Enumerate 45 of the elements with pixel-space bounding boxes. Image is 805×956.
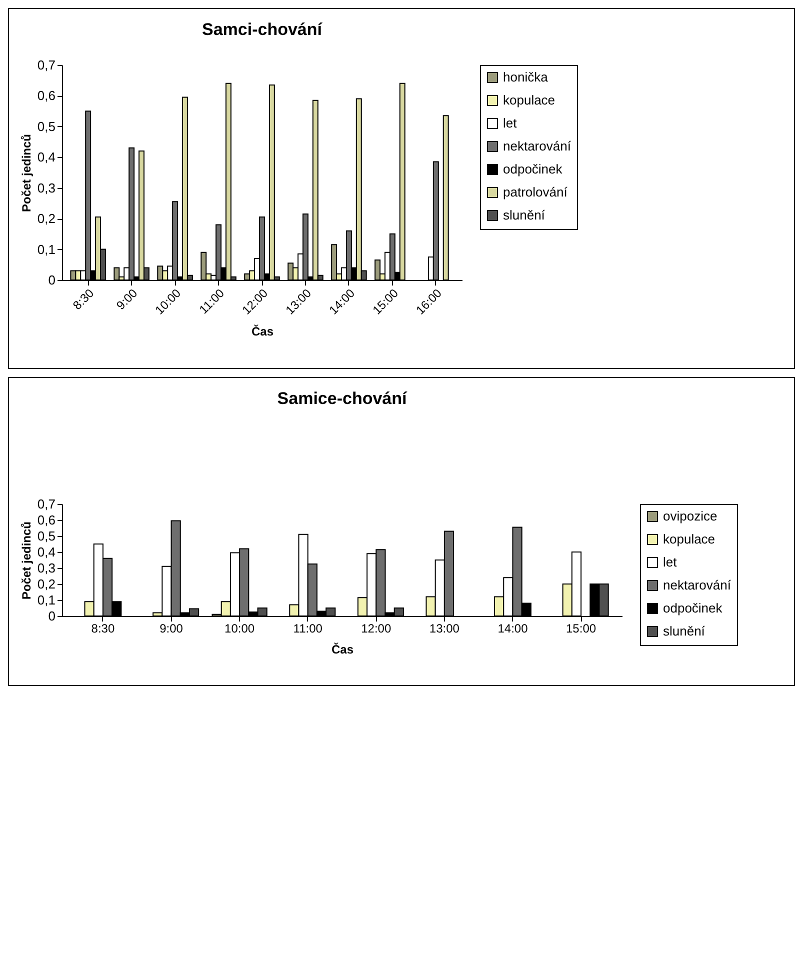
x-tick-label: 12:00 (361, 622, 392, 636)
y-tick-label: 0,1 (37, 592, 56, 608)
y-tick-label: 0,7 (37, 496, 56, 512)
legend-label: slunění (663, 624, 706, 638)
chart-title: Samci-chování (202, 20, 324, 39)
legend-label: odpočinek (663, 600, 723, 616)
x-tick-label: 9:00 (114, 286, 140, 313)
x-tick-label: 14:00 (498, 622, 528, 636)
legend-label: ovipozice (663, 508, 718, 524)
y-tick-label: 0,5 (37, 118, 56, 134)
legend-label: odpočinek (503, 162, 563, 176)
y-tick-label: 0 (48, 272, 56, 288)
legend-label: nektarování (663, 578, 732, 592)
x-tick-label: 8:30 (70, 286, 97, 313)
x-axis-title: Čas (331, 642, 354, 656)
x-tick-label: 11:00 (293, 622, 323, 636)
y-tick-label: 0,4 (37, 150, 56, 165)
y-tick-label: 0,7 (37, 58, 56, 72)
y-tick-label: 0,1 (37, 242, 56, 257)
y-axis-title: Počet jedinců (19, 521, 34, 600)
x-tick-label: 9:00 (160, 622, 184, 636)
legend-label: slunění (503, 208, 546, 222)
x-tick-label: 15:00 (566, 622, 596, 636)
y-axis-title: Počet jedinců (19, 134, 34, 212)
x-tick-label: 13:00 (429, 622, 460, 636)
y-tick-label: 0,3 (37, 560, 56, 576)
legend-label: patrolování (503, 184, 568, 200)
chart-title: Samice-chování (277, 389, 408, 408)
y-tick-label: 0,6 (37, 512, 56, 528)
legend-label: let (503, 116, 518, 130)
y-tick-label: 0,5 (37, 528, 56, 544)
y-tick-label: 0,3 (37, 180, 56, 196)
legend-label: nektarování (503, 138, 572, 154)
legend-label: let (663, 554, 678, 570)
legend-label: honička (503, 70, 549, 84)
legend-label: kopulace (663, 532, 716, 546)
legend-label: kopulace (503, 92, 556, 108)
y-tick-label: 0,2 (37, 576, 56, 592)
y-tick-label: 0,4 (37, 544, 56, 560)
x-tick-label: 8:30 (91, 622, 115, 636)
y-tick-label: 0 (48, 608, 56, 624)
x-tick-label: 10:00 (224, 622, 255, 636)
x-axis-title: Čas (251, 324, 274, 339)
y-tick-label: 0,6 (37, 88, 56, 104)
y-tick-label: 0,2 (37, 211, 56, 226)
